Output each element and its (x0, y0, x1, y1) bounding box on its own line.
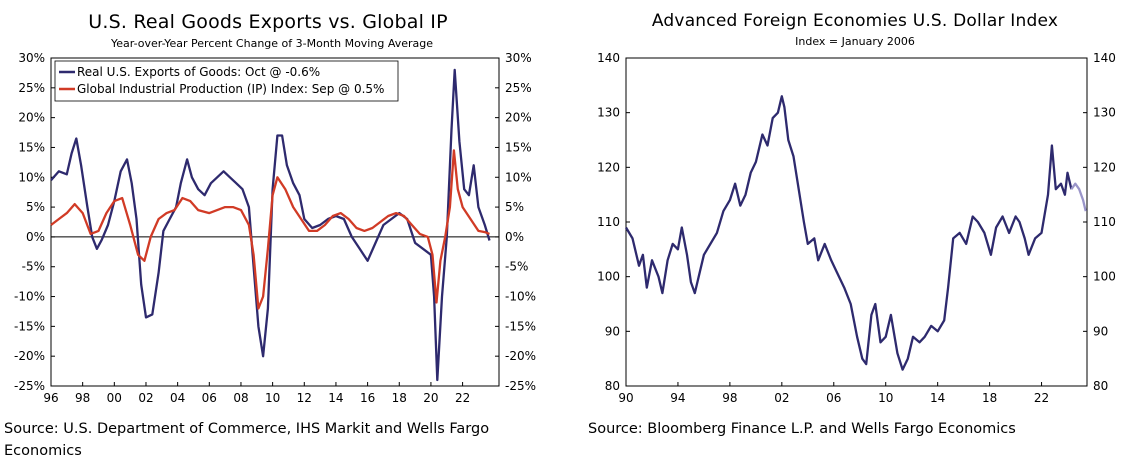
y-tick-label-right: 90 (1093, 324, 1108, 338)
y-tick-label-left: 110 (597, 215, 620, 229)
y-tick-label-left: 10% (18, 170, 45, 184)
x-tick-label: 90 (618, 391, 633, 405)
y-tick-label-right: 120 (1093, 160, 1116, 174)
y-tick-label-left: 100 (597, 270, 620, 284)
source-note: Source: U.S. Department of Commerce, IHS… (4, 421, 490, 459)
right-chart-panel: Advanced Foreign Economies U.S. Dollar I… (565, 0, 1130, 458)
y-tick-label-right: 0% (505, 230, 524, 244)
chart-subtitle: Year-over-Year Percent Change of 3-Month… (111, 37, 433, 50)
x-tick-label: 08 (233, 391, 248, 405)
x-tick-label: 12 (297, 391, 312, 405)
y-tick-label-left: 90 (605, 324, 620, 338)
x-tick-label: 02 (138, 391, 153, 405)
y-tick-label-right: 80 (1093, 379, 1108, 393)
x-tick-label: 06 (826, 391, 841, 405)
x-tick-label: 98 (75, 391, 90, 405)
y-tick-label-right: 100 (1093, 270, 1116, 284)
y-tick-label-right: -15% (505, 319, 536, 333)
x-tick-label: 20 (423, 391, 438, 405)
y-tick-label-left: 120 (597, 160, 620, 174)
y-tick-label-left: -25% (14, 379, 45, 393)
y-tick-label-right: 130 (1093, 106, 1116, 120)
x-tick-label: 14 (930, 391, 945, 405)
y-tick-label-right: 10% (505, 170, 532, 184)
y-tick-label-right: -25% (505, 379, 536, 393)
y-tick-label-left: 140 (597, 51, 620, 65)
series-line-2 (1070, 182, 1087, 212)
x-tick-label: 22 (455, 391, 470, 405)
y-tick-label-right: 30% (505, 51, 532, 65)
left-chart-panel: U.S. Real Goods Exports vs. Global IP Ye… (0, 0, 560, 459)
y-tick-label-left: 15% (18, 140, 45, 154)
source-note: Source: Bloomberg Finance L.P. and Wells… (588, 421, 1016, 437)
x-tick-label: 16 (360, 391, 375, 405)
legend-label: Real U.S. Exports of Goods: Oct @ -0.6% (77, 65, 320, 79)
y-tick-label-left: 0% (26, 230, 45, 244)
y-tick-label-left: 5% (26, 200, 45, 214)
chart-title: Advanced Foreign Economies U.S. Dollar I… (651, 11, 1059, 31)
chart-subtitle: Index = January 2006 (795, 35, 915, 48)
series-line-1 (625, 95, 1073, 371)
y-tick-label-right: 140 (1093, 51, 1116, 65)
y-tick-label-right: 15% (505, 140, 532, 154)
x-tick-label: 10 (878, 391, 893, 405)
x-tick-label: 22 (1034, 391, 1049, 405)
left-chart: -25% -25% -20% -20% -15% -15% -10% -10% -5% -5% 0%… (14, 51, 536, 405)
y-tick-label-left: 20% (18, 111, 45, 125)
chart-title: U.S. Real Goods Exports vs. Global IP (88, 11, 448, 33)
x-tick-label: 18 (392, 391, 407, 405)
y-tick-label-left: 80 (605, 379, 620, 393)
y-tick-label-right: 25% (505, 81, 532, 95)
legend-label: Global Industrial Production (IP) Index:… (77, 82, 384, 96)
legend: Real U.S. Exports of Goods: Oct @ -0.6% G… (54, 60, 399, 102)
y-tick-label-left: -15% (14, 319, 45, 333)
y-tick-label-left: -10% (14, 290, 45, 304)
x-tick-label: 04 (170, 391, 185, 405)
y-tick-label-right: -20% (505, 349, 536, 363)
y-tick-label-right: 20% (505, 111, 532, 125)
y-tick-label-left: -20% (14, 349, 45, 363)
legend-box (54, 60, 399, 102)
y-tick-label-right: 110 (1093, 215, 1116, 229)
x-tick-label: 14 (328, 391, 343, 405)
x-tick-label: 02 (774, 391, 789, 405)
y-tick-label-left: -5% (22, 260, 45, 274)
x-tick-label: 18 (982, 391, 997, 405)
y-tick-label-right: 5% (505, 200, 524, 214)
y-tick-label-right: -5% (505, 260, 528, 274)
x-tick-label: 94 (670, 391, 685, 405)
x-tick-label: 10 (265, 391, 280, 405)
y-tick-label-left: 25% (18, 81, 45, 95)
x-tick-label: 98 (722, 391, 737, 405)
x-tick-label: 06 (202, 391, 217, 405)
series-line-2 (50, 149, 490, 310)
y-tick-label-left: 130 (597, 106, 620, 120)
plot-frame (50, 57, 500, 387)
y-tick-label-left: 30% (18, 51, 45, 65)
y-tick-label-right: -10% (505, 290, 536, 304)
x-tick-label: 96 (43, 391, 58, 405)
series-line-1 (50, 68, 491, 382)
x-tick-label: 00 (107, 391, 122, 405)
